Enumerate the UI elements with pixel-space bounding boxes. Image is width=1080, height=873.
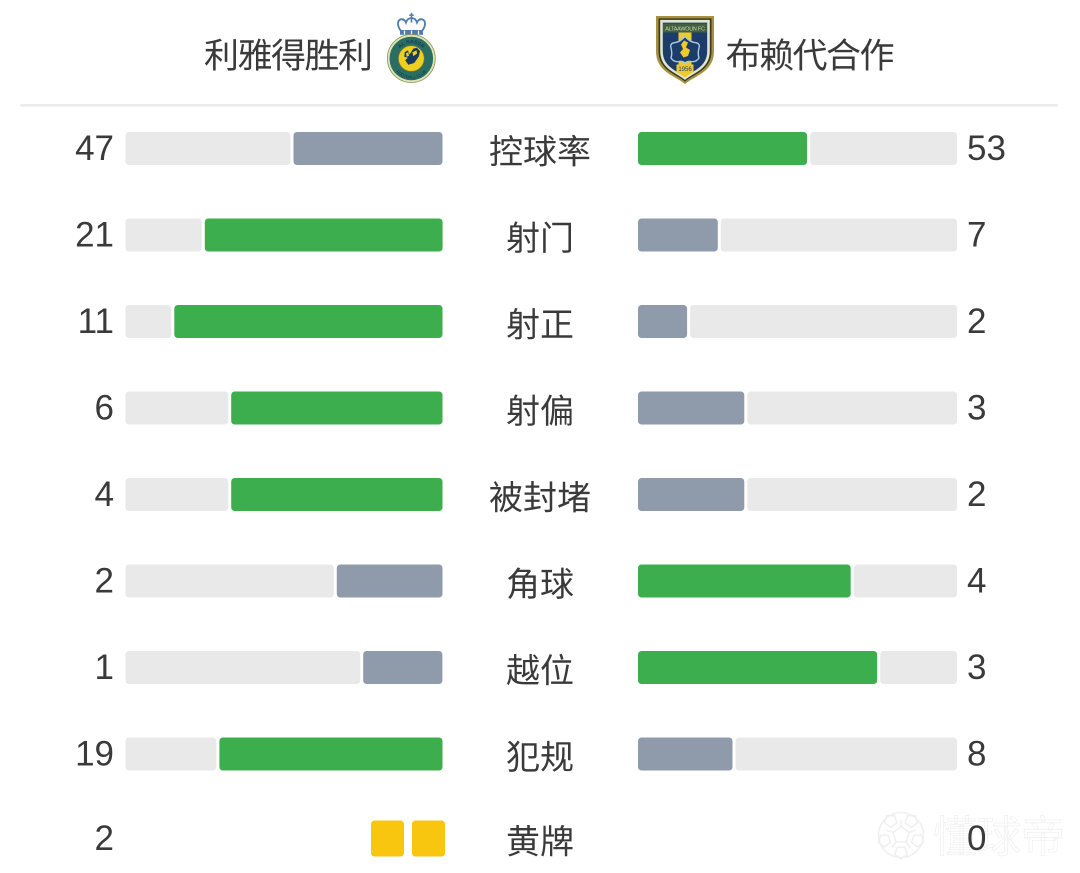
svg-text:21: 21 [75,215,114,254]
svg-text:2: 2 [967,302,986,341]
svg-text:AL NASSR: AL NASSR [397,39,426,50]
svg-text:19: 19 [75,734,114,773]
svg-text:6: 6 [95,388,114,427]
svg-text:4: 4 [95,475,114,514]
svg-text:7: 7 [967,215,986,254]
svg-text:1: 1 [95,648,114,687]
svg-text:47: 47 [75,129,114,168]
svg-text:8: 8 [967,734,986,773]
svg-text:1956: 1956 [678,67,692,73]
svg-text:2: 2 [967,475,986,514]
svg-text:3: 3 [967,388,986,427]
svg-text:3: 3 [967,648,986,687]
svg-text:2: 2 [95,819,114,858]
svg-text:4: 4 [967,561,986,600]
svg-text:0: 0 [967,819,986,858]
svg-text:11: 11 [78,302,114,341]
svg-text:2: 2 [95,561,114,600]
svg-text:ALTAAWOUN FC: ALTAAWOUN FC [665,27,705,33]
svg-text:53: 53 [967,129,1006,168]
